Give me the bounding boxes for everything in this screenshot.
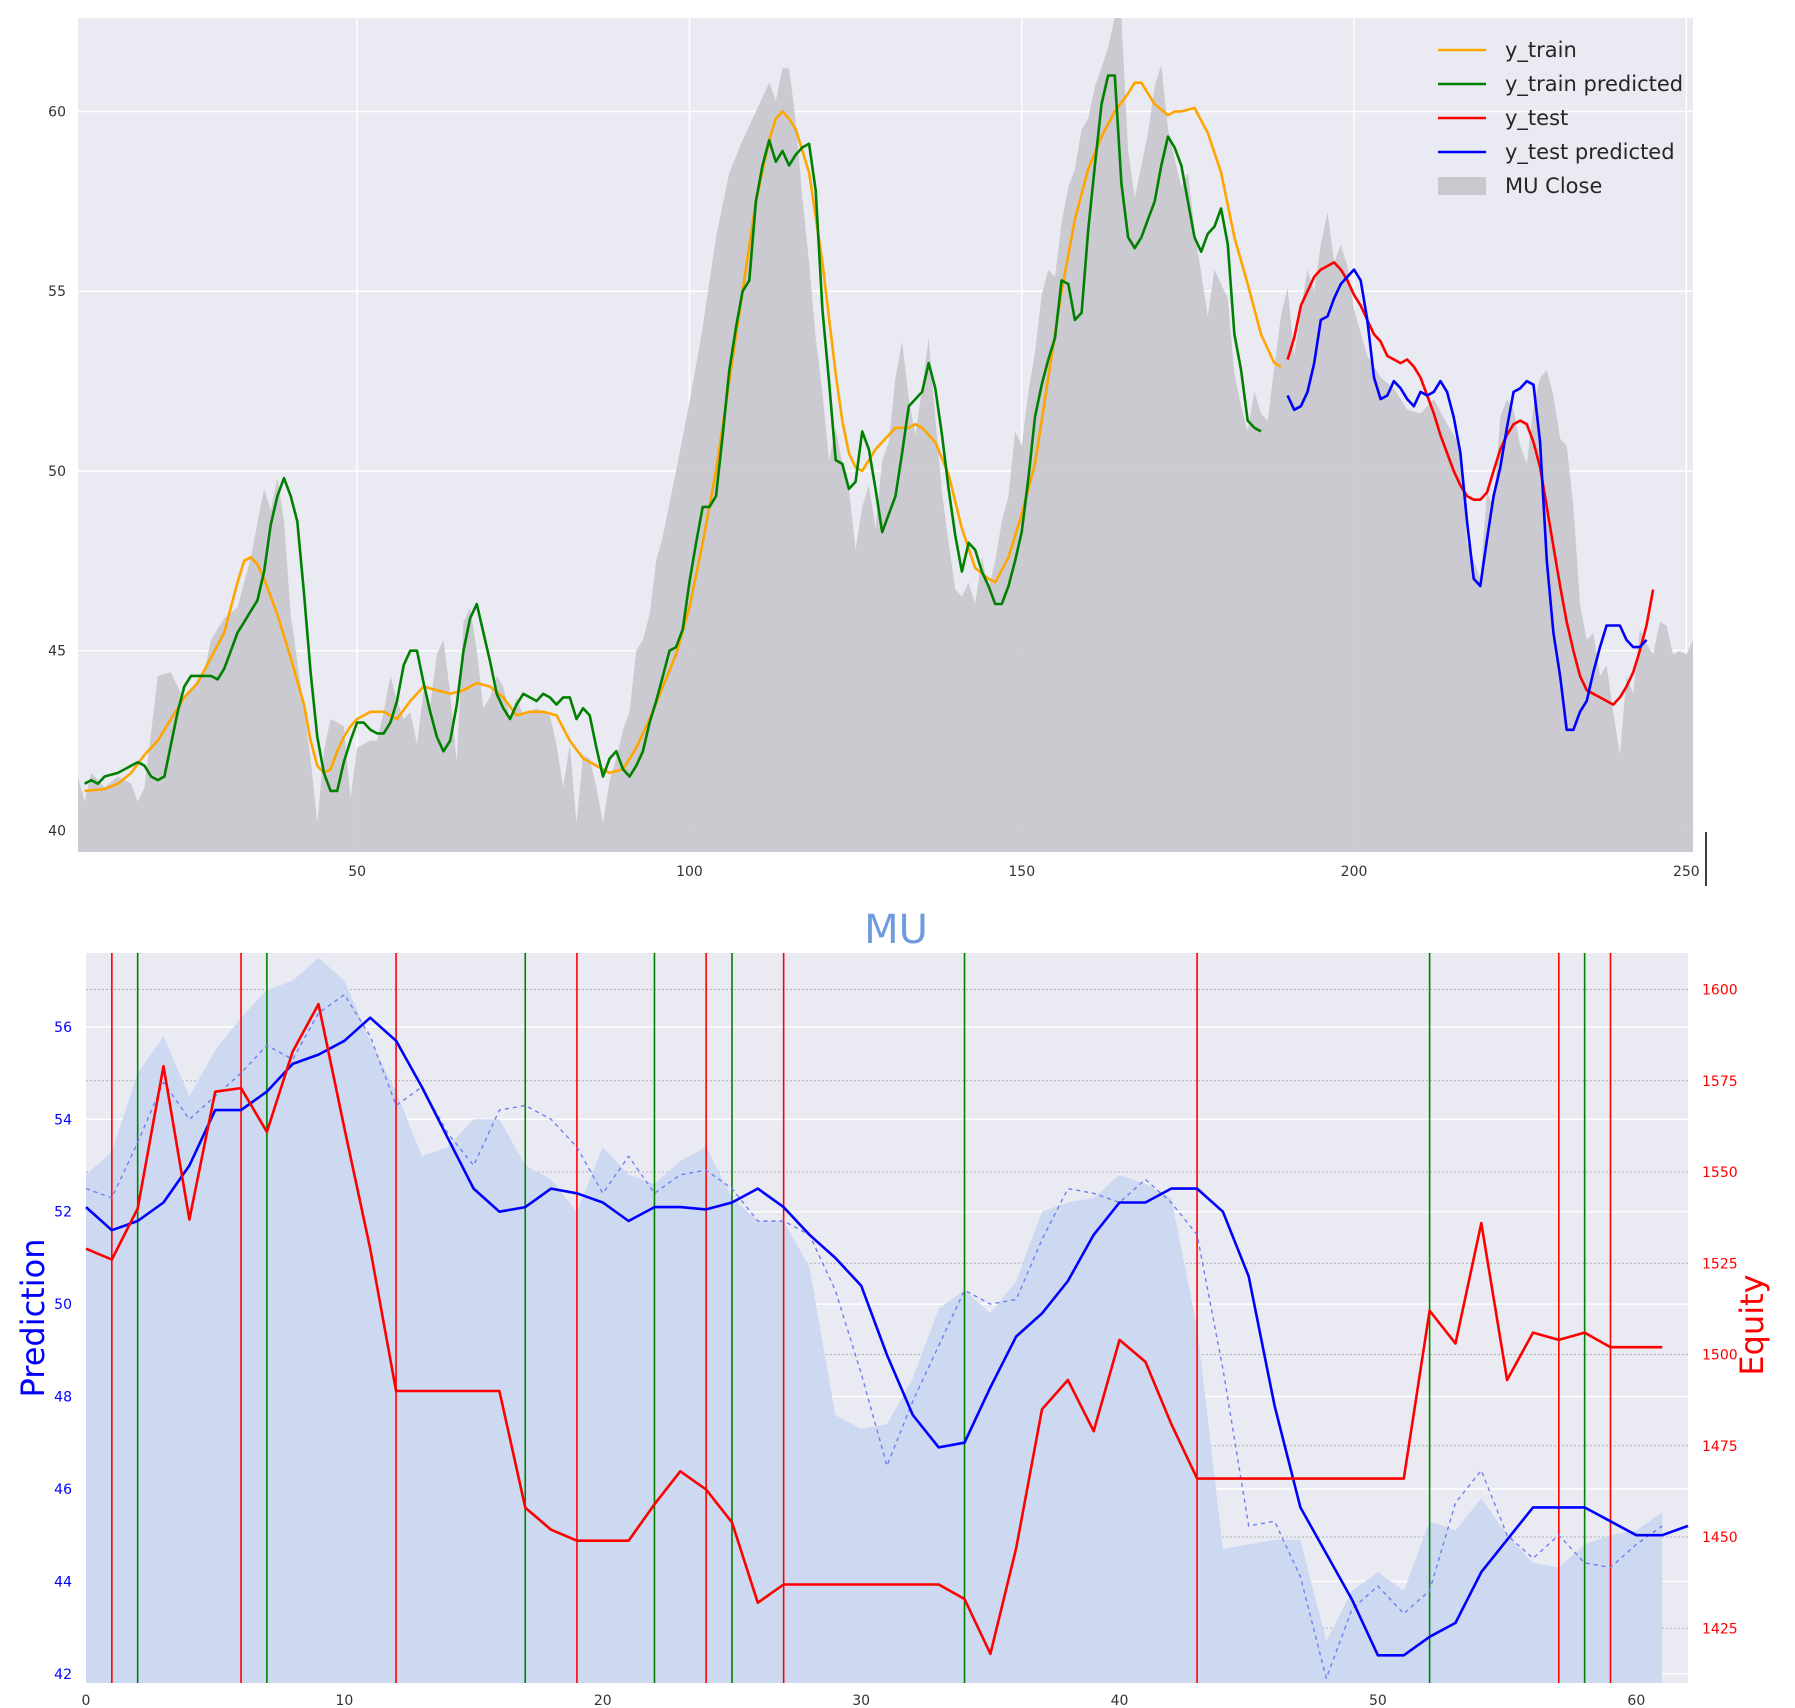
- bottom-ytick-50: 50: [54, 1297, 72, 1313]
- top-ytick-50: 50: [48, 464, 66, 480]
- bottom-chart-title: MU: [864, 907, 928, 953]
- bottom-series-close-area: [86, 957, 1663, 1683]
- top-ytick-55: 55: [48, 284, 66, 300]
- top-xtick-50: 50: [348, 864, 366, 880]
- bottom-xtick-20: 20: [594, 1693, 612, 1708]
- bottom-ticks: 0 10 20 30 40 50 60 42 44 46 48 50 52 54 56 1425 1450 147…: [54, 983, 1737, 1708]
- top-series-mu-close: [78, 18, 1693, 852]
- bottom-rtick-1600: 1600: [1702, 983, 1738, 999]
- bottom-rtick-1500: 1500: [1702, 1348, 1738, 1364]
- top-series-y-train: [84, 81, 1282, 793]
- bottom-series-close-dashed: [85, 993, 1663, 1680]
- bottom-rtick-1425: 1425: [1702, 1621, 1738, 1637]
- top-ytick-45: 45: [48, 644, 66, 660]
- top-series-y-test: [1286, 261, 1655, 706]
- top-legend-label-y-train-predicted: y_train predicted: [1505, 72, 1683, 97]
- bottom-rtick-1525: 1525: [1702, 1256, 1738, 1272]
- bottom-ytick-44: 44: [54, 1574, 72, 1590]
- top-legend-label-mu-close: MU Close: [1505, 174, 1602, 198]
- bottom-xtick-30: 30: [852, 1693, 870, 1708]
- top-xtick-100: 100: [676, 864, 703, 880]
- top-xtick-150: 150: [1008, 864, 1035, 880]
- top-series-y-train-predicted: [83, 74, 1262, 793]
- bottom-rtick-1450: 1450: [1702, 1530, 1738, 1546]
- bottom-series-prediction: [85, 1016, 1689, 1657]
- top-legend-label-y-test: y_test: [1505, 106, 1568, 131]
- bottom-xtick-60: 60: [1627, 1693, 1645, 1708]
- top-chart: 50 100 150 200 250 40 45 50 55 60 y_train y_train …: [48, 18, 1707, 886]
- bottom-xtick-40: 40: [1111, 1693, 1129, 1708]
- bottom-series: [85, 953, 1689, 1683]
- bottom-ytick-52: 52: [54, 1205, 72, 1221]
- top-ticks: 50 100 150 200 250 40 45 50 55 60: [48, 104, 1700, 880]
- bottom-ylabel-left: Prediction: [14, 1239, 52, 1398]
- top-legend: y_train y_train predicted y_test y_test pre…: [1438, 38, 1683, 198]
- bottom-xtick-50: 50: [1369, 1693, 1387, 1708]
- top-legend-swatch-mu-close: [1438, 177, 1486, 195]
- bottom-ytick-42: 42: [54, 1667, 72, 1683]
- top-legend-label-y-train: y_train: [1505, 38, 1577, 63]
- top-series-y-test-predicted: [1286, 268, 1648, 732]
- top-xtick-200: 200: [1341, 864, 1368, 880]
- bottom-rtick-1550: 1550: [1702, 1165, 1738, 1181]
- bottom-ytick-56: 56: [54, 1020, 72, 1036]
- bottom-ytick-54: 54: [54, 1112, 72, 1128]
- bottom-rtick-1475: 1475: [1702, 1439, 1738, 1455]
- top-series: [78, 18, 1693, 852]
- bottom-series-equity: [85, 1002, 1663, 1656]
- bottom-chart: MU 0 10 20 30 40 50 60 42 44 46 48 50 52 54 56 1425 1450…: [14, 907, 1771, 1708]
- bottom-xtick-10: 10: [335, 1693, 353, 1708]
- bottom-ytick-48: 48: [54, 1390, 72, 1406]
- bottom-ylabel-right: Equity: [1733, 1274, 1771, 1375]
- bottom-xtick-0: 0: [82, 1693, 91, 1708]
- top-ytick-40: 40: [48, 823, 66, 839]
- bottom-rtick-1575: 1575: [1702, 1074, 1738, 1090]
- bottom-ytick-46: 46: [54, 1482, 72, 1498]
- top-legend-label-y-test-predicted: y_test predicted: [1505, 140, 1675, 165]
- top-ytick-60: 60: [48, 104, 66, 120]
- top-xtick-250: 250: [1673, 864, 1700, 880]
